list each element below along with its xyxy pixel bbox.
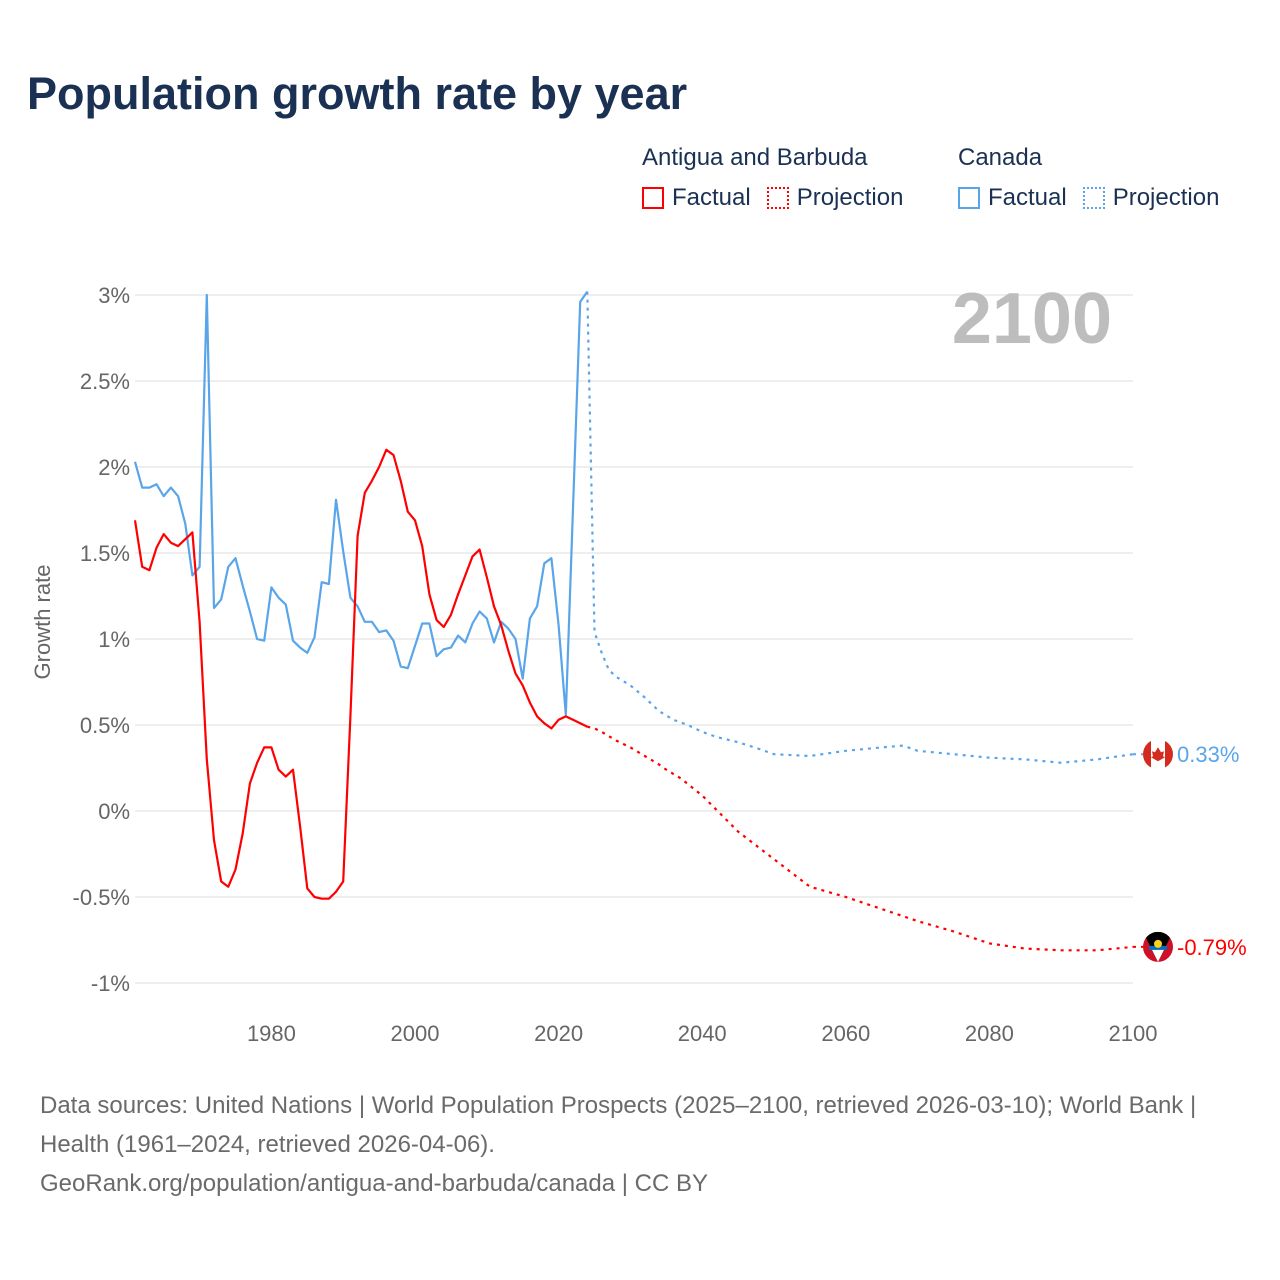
x-tick-label: 2020 — [534, 1021, 583, 1046]
y-tick-label: 3% — [98, 283, 130, 308]
footer: Data sources: United Nations | World Pop… — [40, 1086, 1240, 1203]
legend-antigua-projection[interactable]: Projection — [766, 184, 904, 212]
antigua-and-barbuda-end-label: -0.79% — [1177, 935, 1247, 960]
chart-title: Population growth rate by year — [27, 68, 688, 119]
x-tick-label: 1980 — [247, 1021, 296, 1046]
legend-canada-factual[interactable]: Factual — [958, 184, 1067, 212]
canada-end-label: 0.33% — [1177, 742, 1239, 767]
legend-canada-projection[interactable]: Projection — [1082, 184, 1220, 212]
legend-label: Factual — [672, 184, 751, 211]
y-axis-label: Growth rate — [30, 565, 55, 680]
x-tick-label: 2080 — [965, 1021, 1014, 1046]
legend-group-label: Canada — [958, 144, 1043, 171]
legend-label: Projection — [1112, 184, 1220, 211]
canada-factual-line — [133, 290, 589, 716]
y-tick-label: -0.5% — [73, 885, 130, 910]
y-tick-label: -1% — [91, 971, 130, 996]
legend-swatch — [642, 187, 664, 209]
data-sources: Data sources: United Nations | World Pop… — [40, 1092, 1197, 1158]
legend-swatch — [766, 187, 789, 209]
legend-antigua-factual[interactable]: Factual — [642, 184, 751, 212]
y-tick-label: 2% — [98, 455, 130, 480]
y-tick-label: 0% — [98, 799, 130, 824]
legend-group-label: Antigua and Barbuda — [642, 144, 868, 171]
x-tick-label: 2060 — [821, 1021, 870, 1046]
y-tick-label: 0.5% — [80, 713, 130, 738]
x-tick-label: 2040 — [678, 1021, 727, 1046]
antigua-flag-icon — [1143, 931, 1173, 962]
legend-swatch — [1082, 187, 1105, 209]
x-tick-label: 2100 — [1109, 1021, 1158, 1046]
canada-projection-line — [586, 291, 1134, 764]
canada-flag-icon — [1143, 739, 1173, 770]
legend-label: Factual — [988, 184, 1067, 211]
antigua-and-barbuda-factual-line — [133, 448, 588, 900]
y-tick-label: 1% — [98, 627, 130, 652]
credit: GeoRank.org/population/antigua-and-barbu… — [40, 1170, 709, 1197]
y-tick-label: 2.5% — [80, 369, 130, 394]
legend-label: Projection — [796, 184, 904, 211]
legend-canada: Canada Factual Projection — [958, 144, 1235, 212]
year-label: 2100 — [952, 279, 1112, 359]
legend-antigua: Antigua and Barbuda Factual Projection — [642, 144, 919, 212]
y-tick-label: 1.5% — [80, 541, 130, 566]
line-chart: 3% 2.5% 2% 1.5% 1% 0.5% 0% -0.5% -1% 1980 2000 2020… — [30, 279, 1247, 1046]
antigua-and-barbuda-projection-line — [587, 725, 1134, 952]
legend-swatch — [958, 187, 980, 209]
x-tick-label: 2000 — [391, 1021, 440, 1046]
